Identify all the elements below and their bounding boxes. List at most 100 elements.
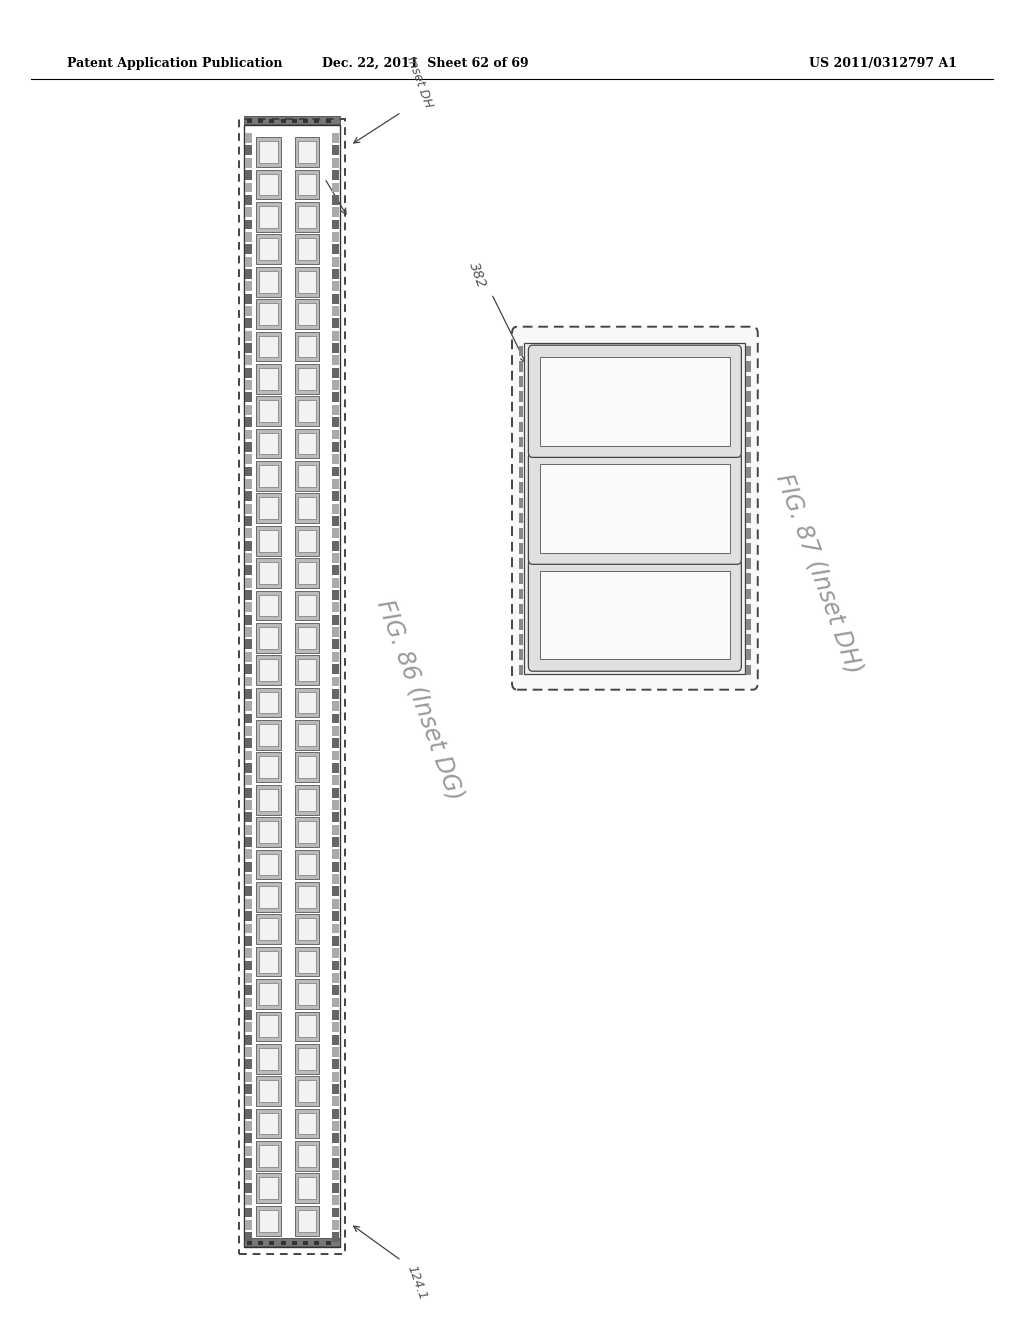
Text: Patent Application Publication: Patent Application Publication — [67, 57, 282, 70]
Bar — [519, 528, 523, 539]
Bar — [332, 862, 339, 871]
Bar — [256, 267, 281, 297]
Bar — [259, 627, 278, 648]
Bar — [256, 688, 281, 718]
Bar — [298, 141, 316, 164]
Bar — [332, 677, 339, 686]
Bar — [256, 235, 281, 264]
Bar — [239, 119, 345, 1254]
Bar — [298, 756, 316, 779]
Bar — [519, 634, 523, 645]
Bar — [332, 639, 339, 649]
Bar — [245, 738, 252, 748]
Bar — [746, 482, 751, 492]
Bar — [746, 649, 751, 660]
Bar — [746, 664, 751, 676]
Bar — [519, 664, 523, 676]
Bar — [245, 516, 252, 525]
Bar — [245, 701, 252, 711]
Bar — [298, 239, 316, 260]
Bar — [245, 1146, 252, 1156]
Bar — [519, 451, 523, 463]
Bar — [292, 1241, 297, 1246]
Bar — [332, 849, 339, 859]
Text: 382: 382 — [292, 135, 314, 165]
Bar — [245, 961, 252, 970]
Bar — [332, 763, 339, 772]
Bar — [332, 170, 339, 180]
Bar — [519, 360, 523, 372]
Bar — [295, 623, 319, 652]
Bar — [245, 837, 252, 847]
Bar — [332, 429, 339, 440]
Bar — [746, 407, 751, 417]
Bar — [332, 491, 339, 502]
Bar — [332, 306, 339, 315]
Bar — [295, 882, 319, 912]
Bar — [256, 494, 281, 523]
Bar — [245, 998, 252, 1007]
Bar — [256, 429, 281, 458]
Bar — [519, 589, 523, 599]
Bar — [332, 800, 339, 810]
Bar — [746, 619, 751, 630]
Bar — [245, 578, 252, 587]
Bar — [746, 421, 751, 433]
Bar — [295, 300, 319, 329]
Bar — [332, 1060, 339, 1069]
Bar — [259, 1080, 278, 1102]
Bar — [256, 137, 281, 168]
Bar — [245, 405, 252, 414]
Bar — [298, 1209, 316, 1232]
Bar — [245, 812, 252, 822]
Bar — [245, 1060, 252, 1069]
Bar — [303, 1241, 308, 1246]
Bar — [519, 649, 523, 660]
Bar — [746, 360, 751, 372]
Bar — [332, 343, 339, 352]
Bar — [746, 451, 751, 463]
Bar — [298, 304, 316, 325]
Bar — [259, 854, 278, 875]
Bar — [258, 120, 263, 124]
Bar — [298, 1015, 316, 1038]
Bar — [746, 512, 751, 523]
Bar — [298, 983, 316, 1005]
Bar — [298, 562, 316, 583]
Bar — [256, 721, 281, 750]
Bar — [332, 689, 339, 698]
Bar — [332, 1109, 339, 1118]
Bar — [295, 1011, 319, 1041]
Bar — [295, 558, 319, 587]
Bar — [245, 380, 252, 389]
Bar — [259, 465, 278, 487]
Bar — [245, 924, 252, 933]
Bar — [314, 1241, 319, 1246]
Bar — [245, 936, 252, 945]
Bar — [298, 174, 316, 195]
Bar — [332, 145, 339, 156]
Bar — [245, 466, 252, 477]
Bar — [332, 195, 339, 205]
Bar — [245, 306, 252, 315]
Bar — [245, 1208, 252, 1217]
Bar — [524, 343, 745, 673]
Bar — [332, 318, 339, 329]
Bar — [269, 1241, 274, 1246]
Bar — [245, 726, 252, 735]
Bar — [332, 1097, 339, 1106]
Bar — [256, 817, 281, 847]
Bar — [259, 821, 278, 843]
Bar — [746, 589, 751, 599]
Bar — [245, 1072, 252, 1081]
Bar — [259, 1144, 278, 1167]
Bar — [332, 281, 339, 292]
Bar — [281, 120, 286, 124]
Bar — [245, 479, 252, 488]
Bar — [295, 655, 319, 685]
Bar — [332, 1208, 339, 1217]
Bar — [259, 1048, 278, 1069]
Bar — [746, 543, 751, 554]
Bar — [298, 433, 316, 454]
Bar — [245, 232, 252, 242]
